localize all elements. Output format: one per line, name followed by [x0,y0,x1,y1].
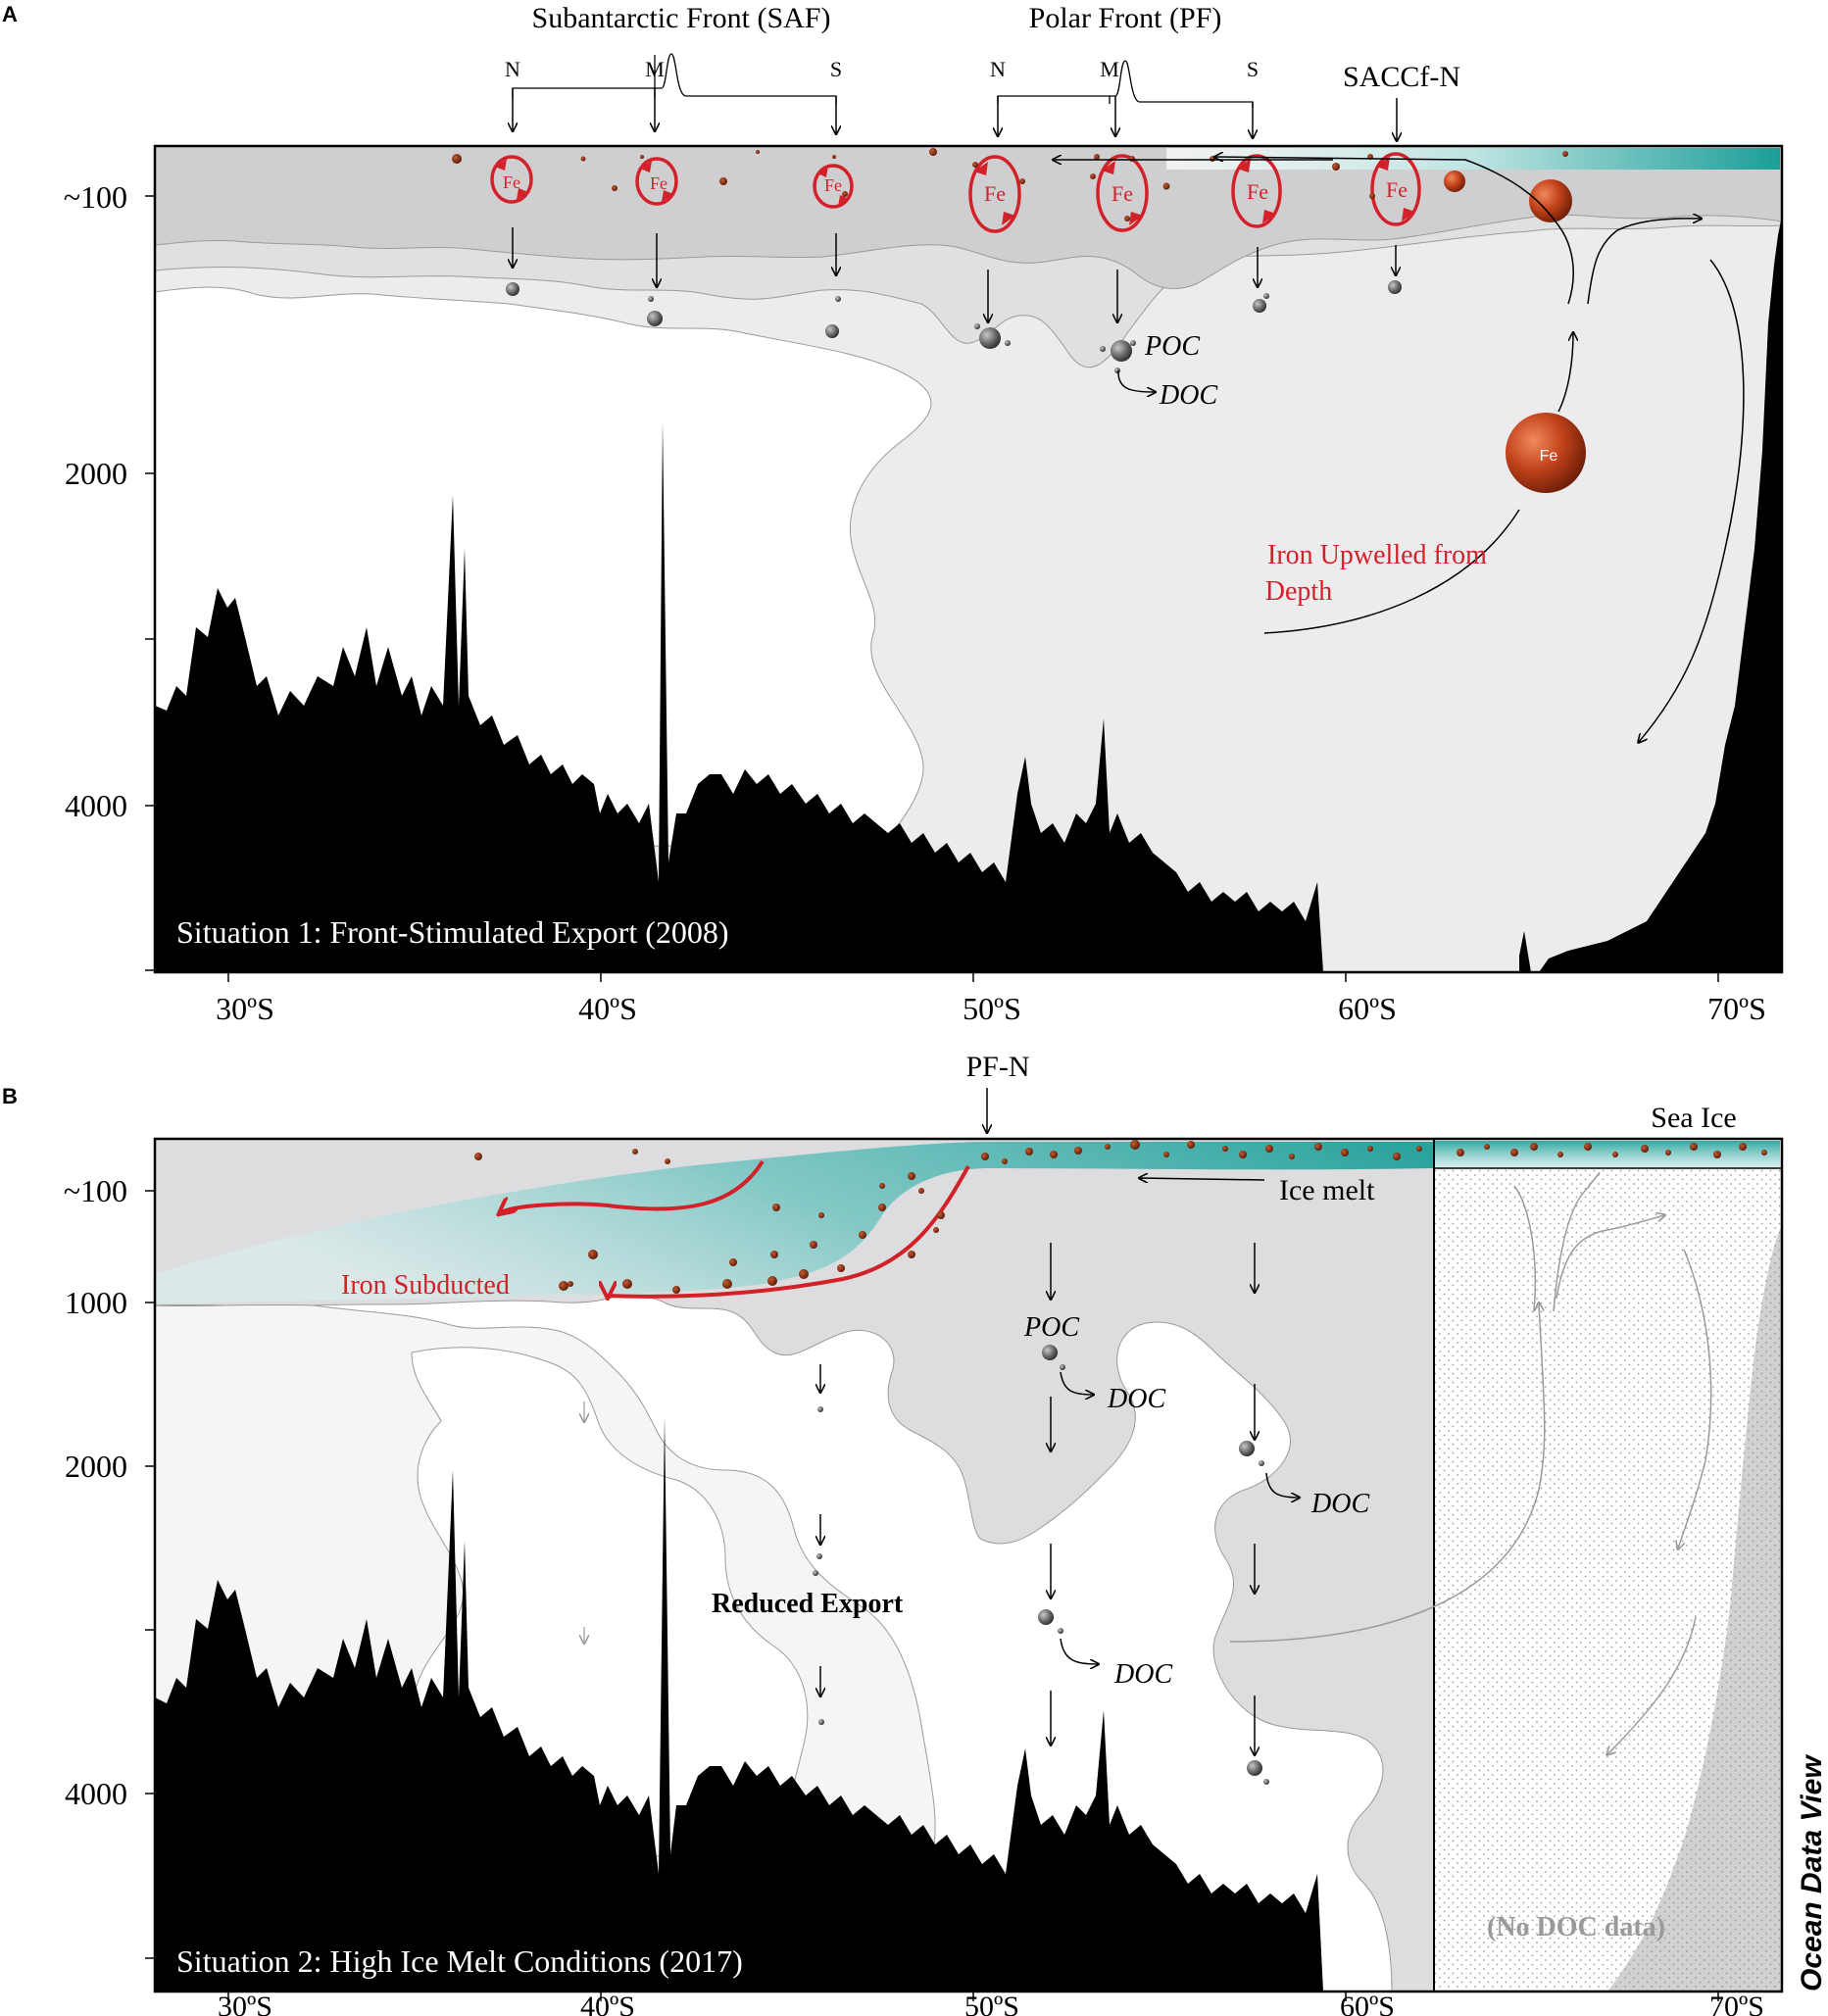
ice-melt-label: Ice melt [1279,1174,1375,1206]
lat-tick-70-a: 70ºS [1707,991,1766,1026]
front-arrows-a [513,88,1397,140]
depth-tick-100-a: ~100 [64,179,127,215]
fe-label-3: Fe [824,175,842,195]
lat-tick-40-a: 40ºS [578,991,637,1026]
fe-upwelled-particle [1506,413,1586,493]
pf-label: Polar Front (PF) [1029,2,1222,34]
fe-particle-large [1529,179,1572,222]
depth-tick-100-b: ~100 [64,1173,127,1208]
lat-axis-a [227,972,1719,982]
no-doc-label: (No DOC data) [1487,1912,1665,1942]
fe-eddy-arrowheads [495,157,1415,225]
bathymetry-b [155,1416,1323,1991]
panel-a: A ~100 2000 4000 [2,2,1784,1026]
iron-subducted-label: Iron Subducted [341,1270,510,1301]
panel-a-label: A [2,2,18,26]
sea-ice-strip-a [1166,148,1780,170]
depth-tick-4000-a: 4000 [65,788,127,823]
pf-n-label-b: PF-N [965,1051,1029,1083]
depth-tick-1000-b: 1000 [65,1285,127,1320]
ice-wedge [155,1142,1434,1303]
doc-label-b-1: DOC [1107,1384,1165,1414]
doc-label-b-3: DOC [1113,1659,1172,1690]
lat-tick-60-b: 60ºS [1340,1991,1395,2016]
fe-label-2: Fe [650,173,667,193]
doc-label-b-2: DOC [1310,1489,1369,1519]
pf-n-letter: N [990,57,1006,81]
depth-tick-2000-a: 2000 [65,456,127,491]
fe-label-1: Fe [503,172,520,192]
poc-label-a: POC [1144,331,1200,362]
iron-upwelled-label-1: Iron Upwelled from [1267,540,1487,570]
saccf-n-label: SACCf-N [1343,61,1460,93]
reduced-export-label: Reduced Export [712,1589,904,1619]
circulation-arrows-b [1229,1171,1712,1754]
poc-label-b: POC [1023,1312,1079,1343]
lat-tick-50-b: 50ºS [964,1991,1019,2016]
situation-1-label: Situation 1: Front-Stimulated Export (20… [176,914,729,950]
fe-particles-b [474,1140,1767,1294]
pf-s-letter: S [1247,57,1259,81]
fe-label-7: Fe [1386,177,1408,202]
poc-doc-arrow-b-1 [1060,1371,1093,1395]
iron-subducted-arrow-upper [500,1159,765,1213]
lat-tick-30-b: 30ºS [218,1991,272,2016]
ocean-data-view-credit: Ocean Data View [1796,1754,1828,1991]
export-arrows-b [820,1243,1255,1754]
export-arrows-a [513,227,1396,321]
sea-ice-strip-b [1434,1141,1780,1168]
panel-a-surface-layer [154,145,1783,290]
fe-label-4: Fe [984,181,1006,206]
circulation-arrows-a [1054,157,1745,742]
slope-shading-b-dots [1607,1225,1782,1991]
sea-ice-label: Sea Ice [1651,1102,1736,1134]
depth-tick-2000-b: 2000 [65,1449,127,1484]
panel-b-frame [153,1137,1784,1993]
pf-m-letter: M [1100,57,1119,81]
saf-s-letter: S [830,57,842,81]
fe-label-6: Fe [1247,179,1268,204]
saf-bracket [512,53,837,104]
ice-melt-arrow [1140,1178,1265,1180]
poc-doc-arrow-b-3 [1060,1638,1098,1664]
lat-tick-50-a: 50ºS [963,991,1021,1026]
fe-eddy-labels: Fe Fe Fe Fe Fe Fe Fe [503,172,1408,206]
fe-particle-medium [1444,171,1465,192]
poc-doc-arrow-b-2 [1265,1472,1299,1498]
poc-particles-a [506,280,1402,373]
fe-particles-a [452,148,1568,221]
saf-label: Subantarctic Front (SAF) [532,2,831,34]
fe-label-5: Fe [1112,181,1133,206]
lat-axis-b [227,1991,1719,2001]
poc-particles-b [813,1345,1269,1785]
situation-2-label: Situation 2: High Ice Melt Conditions (2… [176,1943,743,1979]
bathymetry-a [155,216,1782,972]
panel-b-label: B [2,1084,18,1108]
panel-a-frame [153,144,1784,974]
fe-upwelled-label: Fe [1540,448,1558,465]
iron-upwelled-label-2: Depth [1265,576,1332,607]
panel-b: B ~100 1000 2000 4000 [2,1051,1828,2016]
lat-tick-30-a: 30ºS [216,991,274,1026]
doc-label-a: DOC [1159,380,1217,411]
depth-axis-b [145,1190,155,1959]
lat-tick-40-b: 40ºS [580,1991,635,2016]
lat-tick-70-b: 70ºS [1709,1991,1764,2016]
lat-tick-60-a: 60ºS [1338,991,1397,1026]
saf-n-letter: N [505,57,520,81]
depth-tick-4000-b: 4000 [65,1776,127,1811]
poc-to-doc-arrow-a [1117,369,1155,392]
pf-bracket [997,60,1254,108]
depth-axis-a [145,195,155,971]
fe-eddies [490,152,1421,233]
